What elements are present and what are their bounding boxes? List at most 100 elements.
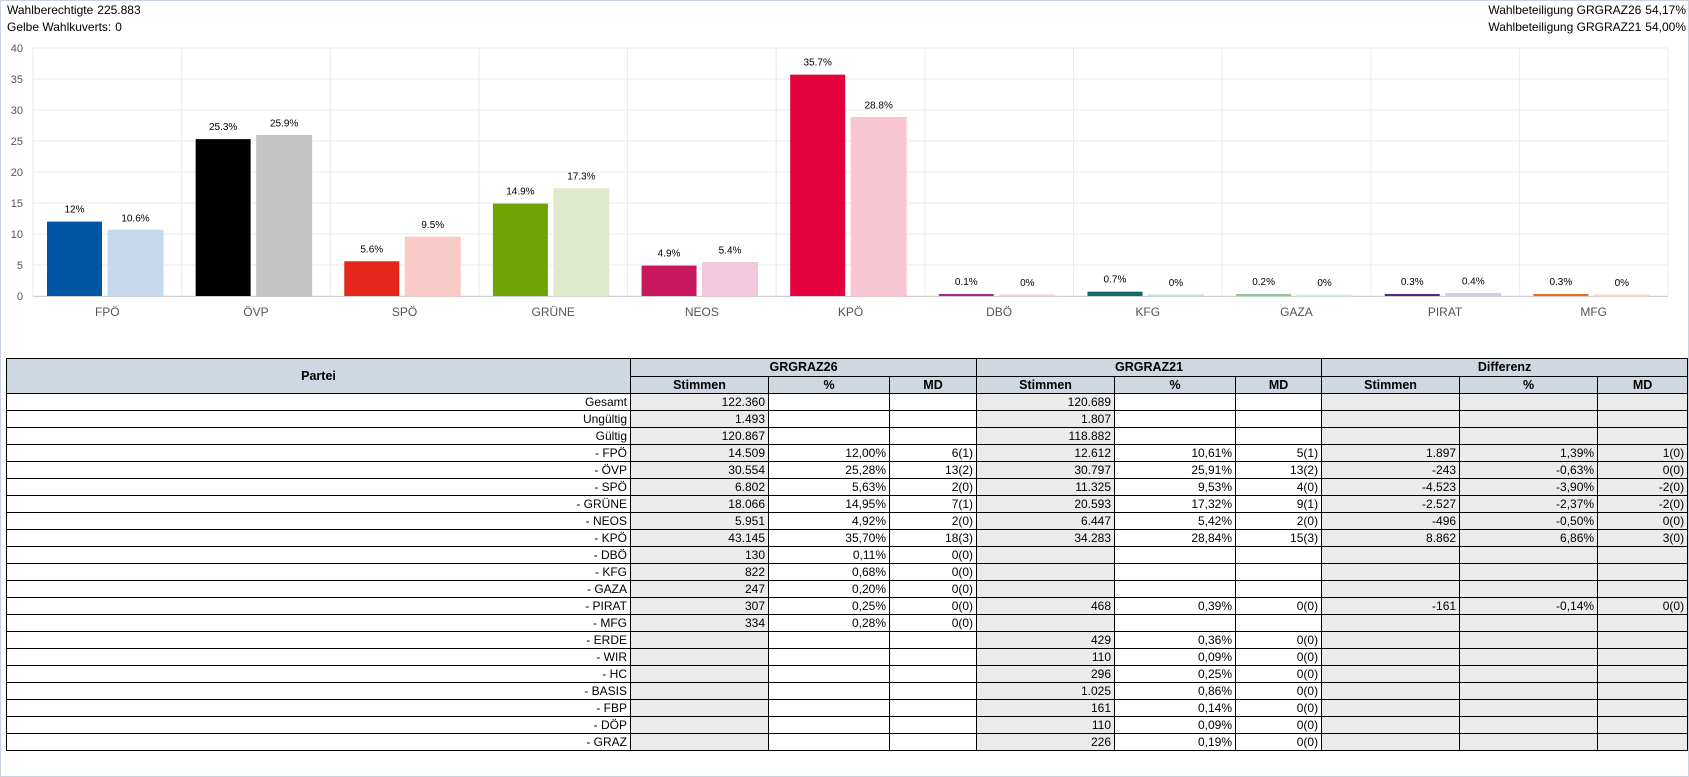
stimmen26-cell: 822	[630, 563, 769, 581]
percent26-cell	[768, 648, 890, 666]
md21-cell: 0(0)	[1235, 648, 1323, 666]
y-tick-label: 35	[11, 74, 23, 86]
stimmen-diff-cell	[1321, 563, 1461, 581]
y-tick-label: 25	[11, 136, 23, 148]
percent26-cell	[768, 631, 890, 649]
stimmen26-cell: 43.145	[630, 529, 769, 547]
subheader-stimmen: Stimmen	[630, 375, 769, 394]
bar-value-label: 4.9%	[658, 249, 681, 260]
stimmen-diff-cell: -243	[1321, 461, 1461, 479]
stimmen21-cell: 1.807	[976, 410, 1116, 428]
percent21-cell: 10,61%	[1114, 444, 1237, 462]
subheader-percent: %	[768, 375, 890, 394]
bar	[641, 265, 697, 296]
beteiligung21-value: 54,00%	[1645, 20, 1686, 34]
table-row: - HC 296 0,25% 0(0)	[6, 665, 1689, 683]
bar-value-label: 10.6%	[121, 213, 149, 224]
party-name-cell: - KPÖ	[6, 529, 631, 547]
percent-diff-cell	[1459, 648, 1599, 666]
table-row: - KPÖ 43.145 35,70% 18(3) 34.283 28,84% 15(3) 8…	[6, 529, 1689, 547]
md26-cell: 7(1)	[888, 495, 978, 513]
stimmen26-cell	[630, 665, 769, 683]
party-name-cell: - PIRAT	[6, 597, 631, 615]
bar-value-label: 5.6%	[360, 244, 383, 255]
percent21-cell: 28,84%	[1114, 529, 1237, 547]
md21-cell: 0(0)	[1235, 631, 1323, 649]
bar	[1087, 291, 1143, 296]
md26-cell: 2(0)	[888, 478, 978, 496]
party-name-cell: - ERDE	[6, 631, 631, 649]
md21-cell	[1235, 546, 1323, 564]
party-name-cell: - DÖP	[6, 716, 631, 734]
bar-value-label: 0.3%	[1401, 277, 1424, 288]
table-row: - GRAZ 226 0,19% 0(0)	[6, 733, 1689, 751]
md-diff-cell	[1597, 631, 1689, 649]
stimmen26-cell	[630, 733, 769, 751]
stimmen26-cell	[630, 682, 769, 700]
stimmen26-cell: 6.802	[630, 478, 769, 496]
stimmen21-cell: 118.882	[976, 427, 1116, 445]
percent21-cell	[1114, 427, 1237, 445]
bar-value-label: 0.1%	[955, 277, 978, 288]
table-row: - ERDE 429 0,36% 0(0)	[6, 631, 1689, 649]
table-row: - GRÜNE 18.066 14,95% 7(1) 20.593 17,32% 9(1) -…	[6, 495, 1689, 513]
table-row: - NEOS 5.951 4,92% 2(0) 6.447 5,42% 2(0) -496 -0…	[6, 512, 1689, 530]
stimmen26-cell: 14.509	[630, 444, 769, 462]
bar	[1445, 293, 1502, 297]
bar	[1533, 294, 1589, 296]
md-diff-cell	[1597, 563, 1689, 581]
stimmen26-cell: 130	[630, 546, 769, 564]
percent-diff-cell	[1459, 699, 1599, 717]
md21-cell: 2(0)	[1235, 512, 1323, 530]
subheader-md: MD	[888, 375, 978, 394]
bar-value-label: 12%	[64, 205, 84, 216]
bar	[195, 139, 251, 296]
md26-cell: 0(0)	[888, 614, 978, 632]
bar	[790, 74, 846, 296]
kuverts-value: 0	[115, 20, 122, 34]
subheader-md: MD	[1597, 375, 1689, 394]
md-diff-cell: 1(0)	[1597, 444, 1689, 462]
subheader-percent: %	[1114, 375, 1237, 394]
results-table: Partei GRGRAZ26 GRGRAZ21 Differenz Stimm…	[6, 358, 1689, 751]
bar-value-label: 14.9%	[506, 187, 534, 198]
md21-cell: 15(3)	[1235, 529, 1323, 547]
stimmen21-cell	[976, 580, 1116, 598]
bar-value-label: 0%	[1020, 278, 1035, 289]
percent26-cell	[768, 682, 890, 700]
md-diff-cell: 3(0)	[1597, 529, 1689, 547]
header-left: Wahlberechtigte 225.883 Gelbe Wahlkuverts…	[7, 2, 141, 36]
bar	[1296, 294, 1353, 297]
md26-cell	[888, 733, 978, 751]
party-name-cell: Ungültig	[6, 410, 631, 428]
stimmen-diff-cell	[1321, 410, 1461, 428]
group-header-differenz: Differenz	[1321, 358, 1689, 377]
percent21-cell	[1114, 614, 1237, 632]
stimmen26-cell: 247	[630, 580, 769, 598]
stimmen-diff-cell	[1321, 631, 1461, 649]
stimmen-diff-cell	[1321, 648, 1461, 666]
md-diff-cell	[1597, 614, 1689, 632]
bar	[47, 221, 102, 296]
stimmen21-cell: 34.283	[976, 529, 1116, 547]
md-diff-cell	[1597, 393, 1689, 411]
x-category-label: ÖVP	[243, 305, 268, 319]
stimmen-diff-cell: -2.527	[1321, 495, 1461, 513]
md-diff-cell	[1597, 699, 1689, 717]
percent-diff-cell: -3,90%	[1459, 478, 1599, 496]
table-row: - DÖP 110 0,09% 0(0)	[6, 716, 1689, 734]
bar	[999, 294, 1056, 297]
stimmen21-cell	[976, 563, 1116, 581]
x-category-label: KFG	[1135, 305, 1160, 319]
header-right: Wahlbeteiligung GRGRAZ26 54,17% Wahlbetei…	[1488, 2, 1686, 36]
md26-cell	[888, 682, 978, 700]
stimmen-diff-cell	[1321, 614, 1461, 632]
md-diff-cell	[1597, 410, 1689, 428]
stimmen21-cell	[976, 546, 1116, 564]
percent21-cell	[1114, 546, 1237, 564]
stimmen-diff-cell	[1321, 716, 1461, 734]
bar-value-label: 9.5%	[421, 220, 444, 231]
md26-cell	[888, 665, 978, 683]
percent21-cell: 0,14%	[1114, 699, 1237, 717]
x-category-label: KPÖ	[838, 305, 863, 319]
